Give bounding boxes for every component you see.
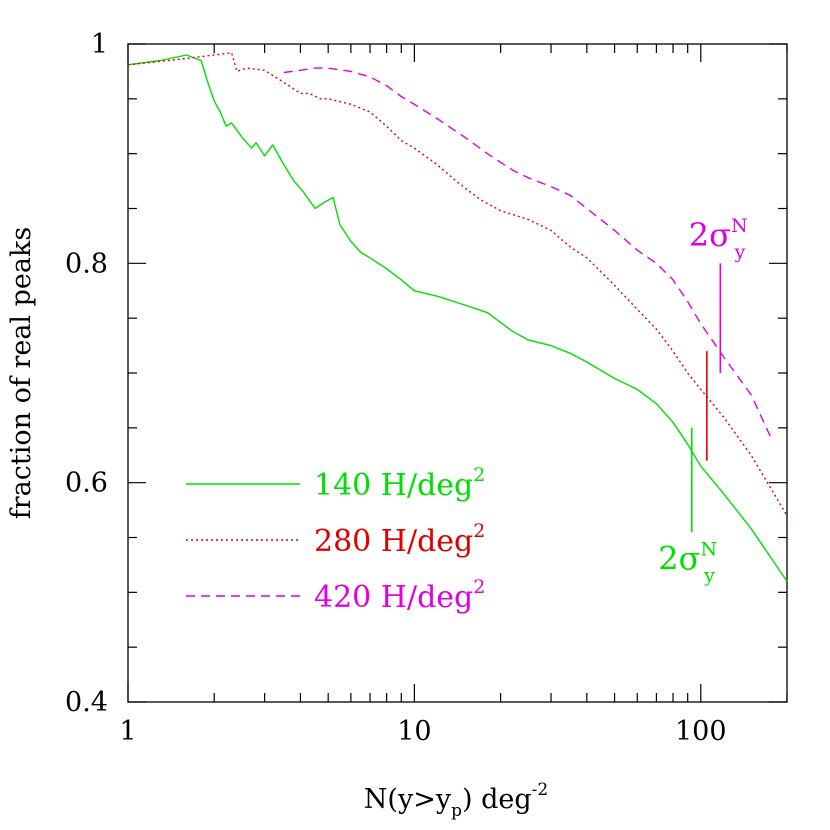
sigma-label-m420: 2σN y bbox=[689, 215, 748, 263]
y-tick-label: 0.4 bbox=[65, 687, 108, 718]
sigma-label-sub: y bbox=[734, 241, 746, 263]
series-group bbox=[127, 52, 788, 582]
series-line-s140 bbox=[127, 54, 788, 582]
legend-label-s280: 280 H/deg2 bbox=[314, 520, 485, 559]
sigma-label-m140: 2σN y bbox=[658, 538, 717, 586]
legend-label-s420: 420 H/deg2 bbox=[314, 576, 485, 615]
sigma-label-main: 2σ bbox=[658, 539, 700, 577]
x-axis-label-tail: ) deg bbox=[462, 784, 532, 815]
x-tick-label: 10 bbox=[397, 716, 431, 747]
y-tick-label: 0.8 bbox=[65, 248, 108, 279]
sigma-label-sup: N bbox=[700, 538, 717, 560]
x-axis-label-main: N(y>y bbox=[364, 784, 452, 815]
x-axis-label-sub: p bbox=[451, 801, 462, 821]
sigma-label-sub: y bbox=[703, 564, 715, 586]
legend-label-s140: 140 H/deg2 bbox=[314, 464, 485, 503]
x-axis-label: N(y>yp) deg-2 bbox=[364, 780, 548, 821]
y-tick-label: 0.6 bbox=[65, 468, 108, 499]
y-axis-label: fraction of real peaks bbox=[6, 227, 37, 519]
plot-axes: 1 10 100 0.4 0.6 0.8 1 bbox=[65, 29, 788, 747]
legend: 140 H/deg2 280 H/deg2 420 H/deg2 bbox=[186, 464, 485, 615]
x-tick-label: 1 bbox=[119, 716, 136, 747]
x-axis-label-sup: -2 bbox=[532, 780, 549, 800]
y-tick-label: 1 bbox=[91, 29, 108, 60]
sigma-label-sup: N bbox=[731, 215, 748, 237]
sigma-label-main: 2σ bbox=[689, 216, 731, 254]
x-tick-label: 100 bbox=[675, 716, 727, 747]
